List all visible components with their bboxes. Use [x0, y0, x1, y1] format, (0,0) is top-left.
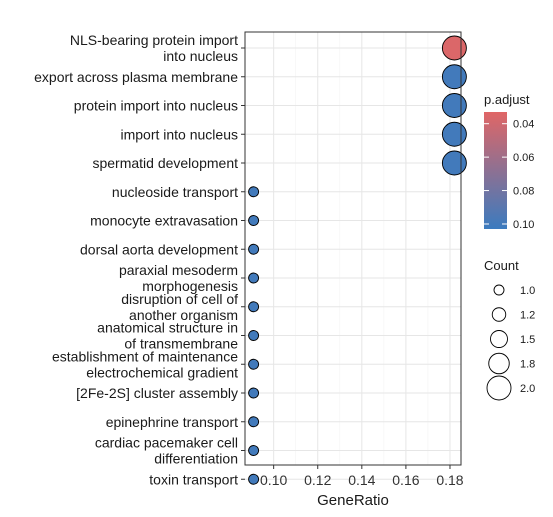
y-tick-label: cardiac pacemaker cell [95, 435, 238, 451]
data-point [248, 416, 260, 428]
y-tick-label: spermatid development [92, 155, 238, 171]
data-point [441, 64, 467, 90]
panel-background [245, 32, 461, 465]
x-axis-title: GeneRatio [317, 492, 389, 509]
y-tick-label: into nucleus [163, 48, 238, 64]
size-legend-circle [488, 352, 510, 375]
data-point [248, 301, 260, 313]
data-point [441, 93, 467, 118]
x-axis-ticks: 0.10 0.12 0.14 0.16 0.18 [260, 465, 464, 488]
y-tick-label: differentiation [154, 451, 238, 467]
y-tick-label: of transmembrane [124, 336, 238, 352]
x-tick-label: 0.12 [304, 472, 331, 488]
color-legend: p.adjust 0.04 0.06 0.08 0.10 [484, 92, 534, 231]
x-tick-label: 0.14 [348, 472, 375, 488]
size-legend-label: 2.0 [520, 383, 535, 395]
size-legend-circle [486, 375, 512, 401]
y-tick-label: another organism [129, 307, 238, 323]
size-legend-title: Count [484, 258, 519, 273]
color-bar [484, 112, 507, 229]
y-tick-label: NLS-bearing protein import [70, 32, 238, 48]
data-point [248, 330, 260, 341]
y-tick-label: dorsal aorta development [80, 241, 238, 257]
y-tick-label: anatomical structure in [97, 320, 238, 336]
y-tick-label: nucleoside transport [112, 184, 238, 200]
size-legend-label: 1.2 [520, 310, 535, 322]
data-point [441, 150, 467, 176]
size-legend-label: 1.0 [520, 285, 535, 297]
size-legend-circle [493, 284, 505, 296]
y-tick-label: morphogenesis [142, 278, 238, 294]
size-legend: Count 1.0 1.2 1.5 1.8 2.0 [484, 258, 535, 401]
data-points [248, 35, 467, 485]
x-tick-label: 0.18 [436, 472, 463, 488]
data-point [248, 272, 260, 284]
y-tick-label: disruption of cell of [121, 291, 238, 307]
grid-lines [245, 32, 461, 480]
color-legend-label: 0.06 [513, 152, 534, 164]
size-legend-label: 1.8 [520, 359, 535, 371]
y-axis-tick-marks [241, 47, 245, 480]
data-point [248, 473, 260, 485]
size-legend-circle [491, 307, 507, 322]
data-point [441, 121, 467, 147]
data-point [248, 445, 260, 456]
color-legend-label: 0.04 [513, 119, 534, 131]
data-point [248, 186, 260, 198]
y-tick-label: protein import into nucleus [74, 98, 238, 114]
data-point [248, 243, 260, 255]
size-legend-label: 1.5 [520, 334, 535, 346]
color-legend-label: 0.10 [513, 219, 534, 231]
color-legend-title: p.adjust [484, 92, 530, 107]
y-tick-label: epinephrine transport [106, 414, 238, 430]
y-tick-label: electrochemical gradient [86, 364, 238, 380]
data-point [248, 358, 260, 370]
data-point [248, 215, 260, 226]
y-tick-label: monocyte extravasation [90, 213, 238, 229]
y-tick-label: paraxial mesoderm [119, 262, 238, 278]
panel-border [244, 31, 462, 466]
y-tick-label: [2Fe-2S] cluster assembly [76, 385, 238, 401]
y-tick-label: export across plasma membrane [34, 69, 238, 85]
y-tick-label: establishment of maintenance [52, 348, 238, 364]
size-legend-circle [490, 330, 508, 348]
color-legend-label: 0.08 [513, 186, 534, 198]
y-tick-label: import into nucleus [120, 126, 238, 142]
data-point [441, 35, 467, 61]
y-tick-label: toxin transport [149, 471, 238, 487]
x-tick-label: 0.10 [260, 472, 287, 488]
data-point [248, 387, 260, 399]
x-tick-label: 0.16 [392, 472, 419, 488]
